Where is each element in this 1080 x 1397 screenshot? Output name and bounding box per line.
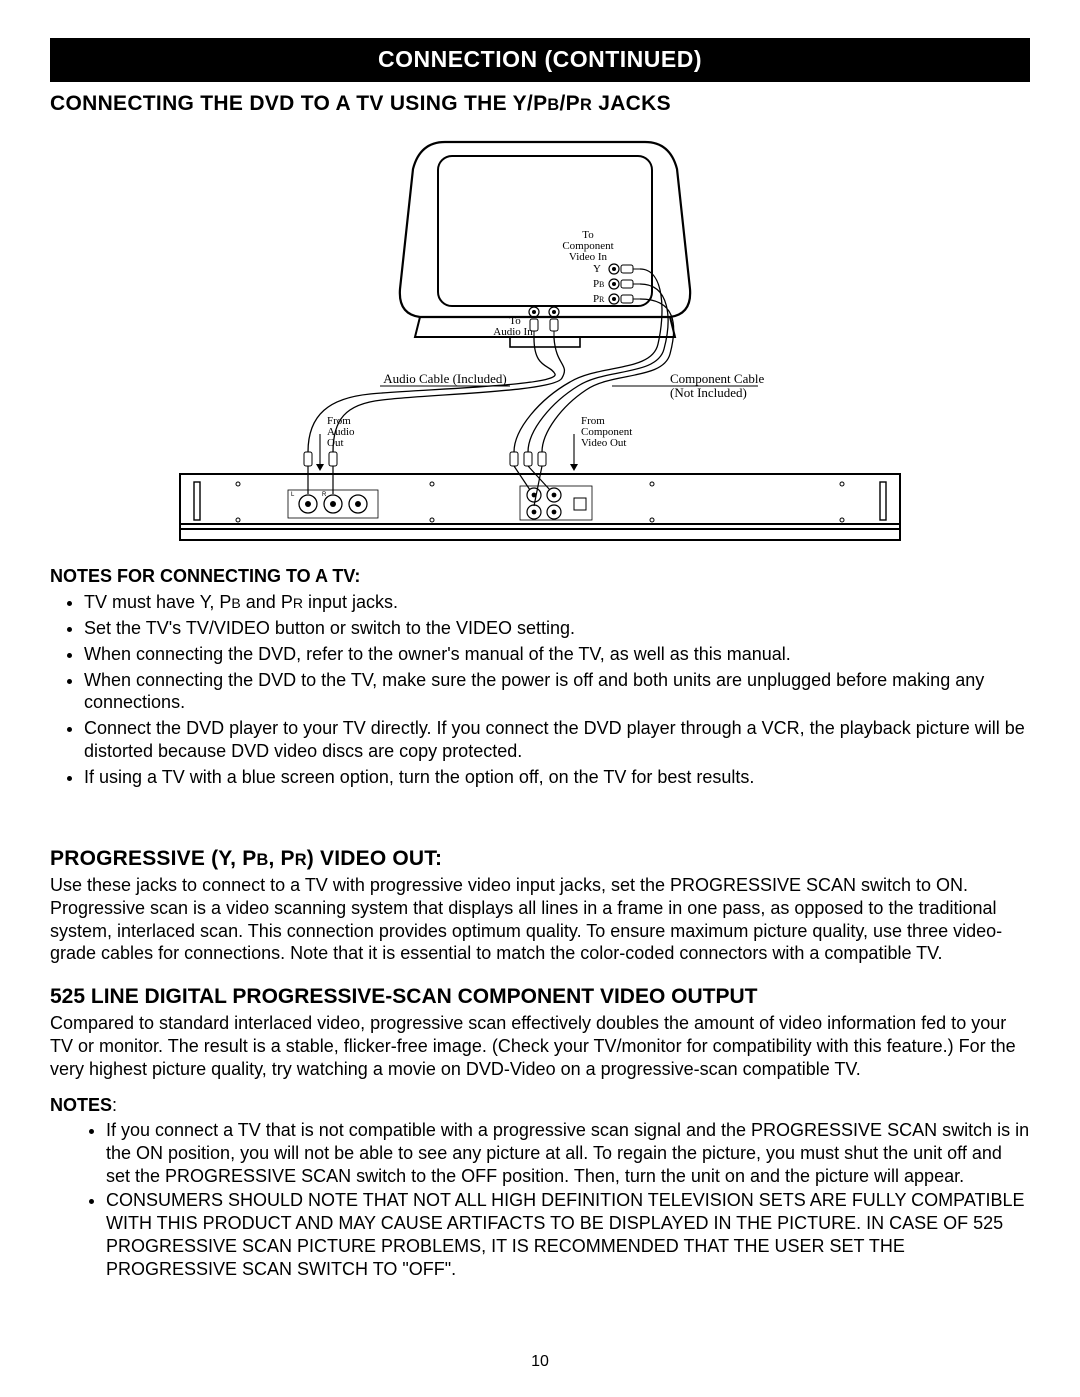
svg-text:Video Out: Video Out — [581, 437, 626, 449]
subtitle-sub-b: B — [547, 96, 559, 114]
component-in-jacks — [609, 264, 640, 304]
notes-connecting-heading: NOTES FOR CONNECTING TO A TV: — [50, 566, 1030, 587]
svg-text:R: R — [599, 295, 605, 304]
svg-text:Video In: Video In — [569, 251, 608, 263]
list-item: TV must have Y, PB and PR input jacks. — [84, 591, 1030, 614]
note-text: TV must have Y, P — [84, 592, 231, 612]
subtitle-text-e: JACKS — [592, 92, 671, 115]
notes2-colon: : — [112, 1095, 117, 1115]
progressive-heading: PROGRESSIVE (Y, PB, PR) VIDEO OUT: — [50, 847, 1030, 871]
heading-sub: R — [295, 851, 307, 869]
note-text: and P — [241, 592, 293, 612]
note-sub: B — [231, 595, 240, 611]
section-connecting-dvd: CONNECTING THE DVD TO A TV USING THE Y/P… — [50, 92, 1030, 116]
heading-sub: B — [256, 851, 268, 869]
page-title-bar: CONNECTION (CONTINUED) — [50, 38, 1030, 82]
subtitle-text-a: CONNECTING THE DVD TO A TV USING THE Y/P — [50, 92, 547, 115]
audio-in-jacks — [529, 307, 559, 338]
list-item: If you connect a TV that is not compatib… — [106, 1119, 1030, 1188]
svg-text:R: R — [322, 492, 327, 498]
connection-diagram: To Component Video In Y PB PR To Audio I… — [50, 134, 1030, 554]
heading-text: PROGRESSIVE (Y, P — [50, 847, 256, 870]
list-item: CONSUMERS SHOULD NOTE THAT NOT ALL HIGH … — [106, 1189, 1030, 1280]
note-sub: R — [293, 595, 303, 611]
list-item: Connect the DVD player to your TV direct… — [84, 717, 1030, 763]
list-item: When connecting the DVD, refer to the ow… — [84, 643, 1030, 666]
page-number: 10 — [50, 1353, 1030, 1371]
svg-text:Audio Cable (Included): Audio Cable (Included) — [383, 371, 506, 386]
heading-text: , P — [268, 847, 294, 870]
heading-text: ) VIDEO OUT: — [307, 847, 442, 870]
subtitle-sub-d: R — [580, 96, 592, 114]
line525-heading: 525 LINE DIGITAL PROGRESSIVE-SCAN COMPON… — [50, 985, 1030, 1009]
svg-text:L: L — [291, 492, 295, 498]
list-item: If using a TV with a blue screen option,… — [84, 766, 1030, 789]
svg-text:Y: Y — [593, 263, 601, 275]
svg-text:(Not Included): (Not Included) — [670, 385, 747, 400]
notes-connecting-list: TV must have Y, PB and PR input jacks. S… — [50, 591, 1030, 789]
svg-text:B: B — [599, 280, 604, 289]
svg-text:Out: Out — [327, 437, 344, 449]
list-item: When connecting the DVD to the TV, make … — [84, 669, 1030, 715]
notes2-list: If you connect a TV that is not compatib… — [50, 1119, 1030, 1281]
svg-text:Component Cable: Component Cable — [670, 371, 764, 386]
notes2-heading: NOTES: — [50, 1095, 1030, 1116]
line525-paragraph: Compared to standard interlaced video, p… — [50, 1012, 1030, 1081]
note-text: input jacks. — [303, 592, 398, 612]
svg-text:Audio In: Audio In — [493, 326, 533, 338]
progressive-paragraph: Use these jacks to connect to a TV with … — [50, 874, 1030, 965]
notes2-label: NOTES — [50, 1095, 112, 1115]
list-item: Set the TV's TV/VIDEO button or switch t… — [84, 617, 1030, 640]
subtitle-text-c: /P — [560, 92, 580, 115]
